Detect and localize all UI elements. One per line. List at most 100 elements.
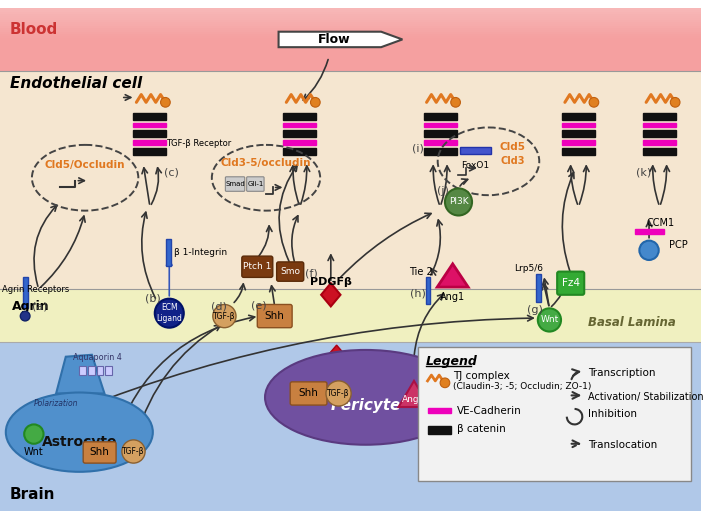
- Text: Smad: Smad: [225, 181, 245, 186]
- Circle shape: [671, 98, 680, 107]
- Text: TGF-β Receptor: TGF-β Receptor: [166, 140, 231, 148]
- Bar: [133, 148, 166, 155]
- Bar: [0, 24, 701, 26]
- Ellipse shape: [6, 392, 153, 472]
- Text: Ptch 1: Ptch 1: [243, 262, 271, 271]
- Bar: [0, 15, 701, 16]
- Bar: [0, 30, 701, 32]
- Bar: [283, 113, 316, 120]
- Text: Transcription: Transcription: [588, 368, 655, 378]
- Text: Agrin Receptors: Agrin Receptors: [2, 284, 69, 294]
- Bar: [79, 366, 86, 375]
- Text: Shh: Shh: [90, 447, 109, 457]
- Circle shape: [310, 98, 320, 107]
- Text: (b): (b): [145, 294, 161, 304]
- FancyBboxPatch shape: [225, 177, 245, 192]
- Bar: [0, 20, 701, 22]
- Bar: [133, 122, 166, 128]
- Bar: [0, 26, 701, 28]
- Bar: [562, 122, 595, 128]
- Text: Shh: Shh: [265, 311, 285, 321]
- Text: Legend: Legend: [426, 355, 478, 368]
- Text: Cld5/Occludin: Cld5/Occludin: [45, 160, 125, 170]
- FancyBboxPatch shape: [83, 442, 116, 463]
- Text: β 1-Integrin: β 1-Integrin: [174, 248, 227, 257]
- Bar: [96, 366, 104, 375]
- Polygon shape: [56, 355, 104, 393]
- Bar: [0, 289, 701, 342]
- Text: (h): (h): [410, 289, 426, 299]
- Circle shape: [160, 98, 170, 107]
- FancyBboxPatch shape: [242, 256, 273, 277]
- Text: TGF-β: TGF-β: [327, 389, 349, 398]
- Circle shape: [445, 188, 472, 215]
- Bar: [423, 130, 457, 137]
- Text: (a): (a): [32, 302, 48, 311]
- Text: Cld3: Cld3: [500, 156, 525, 166]
- Text: Endothelial cell: Endothelial cell: [9, 76, 142, 91]
- Bar: [562, 113, 595, 120]
- FancyBboxPatch shape: [247, 177, 264, 192]
- Bar: [283, 140, 316, 145]
- Text: CCM1: CCM1: [647, 218, 675, 228]
- Text: FoxO1: FoxO1: [461, 161, 489, 170]
- Bar: [423, 122, 457, 128]
- Circle shape: [24, 425, 44, 444]
- Bar: [283, 130, 316, 137]
- Text: Agrin: Agrin: [12, 300, 49, 313]
- Bar: [23, 277, 28, 308]
- Bar: [0, 72, 701, 289]
- Bar: [88, 366, 95, 375]
- Text: Gli-1: Gli-1: [247, 181, 264, 186]
- Bar: [562, 140, 595, 145]
- Bar: [423, 140, 457, 145]
- Bar: [643, 122, 676, 128]
- Bar: [105, 366, 112, 375]
- Text: Shh: Shh: [299, 388, 318, 399]
- Bar: [643, 140, 676, 145]
- Bar: [562, 148, 595, 155]
- Text: Pericyte: Pericyte: [331, 398, 401, 413]
- Text: Brain: Brain: [9, 487, 55, 502]
- Circle shape: [451, 98, 460, 107]
- Bar: [428, 426, 451, 434]
- Text: Smo: Smo: [280, 267, 300, 276]
- Bar: [0, 36, 701, 37]
- Text: (g): (g): [527, 305, 543, 315]
- Bar: [423, 148, 457, 155]
- Circle shape: [213, 305, 236, 327]
- Bar: [536, 275, 541, 302]
- Text: Tie 2: Tie 2: [409, 267, 433, 277]
- Circle shape: [122, 440, 145, 463]
- Text: (e): (e): [252, 301, 267, 310]
- Text: (k): (k): [636, 168, 651, 178]
- Text: TJ complex: TJ complex: [452, 371, 510, 381]
- Circle shape: [326, 381, 351, 406]
- Bar: [643, 148, 676, 155]
- Bar: [133, 140, 166, 145]
- Bar: [0, 10, 701, 12]
- Bar: [643, 113, 676, 120]
- Bar: [562, 130, 595, 137]
- Bar: [643, 130, 676, 137]
- Text: (c): (c): [165, 168, 179, 178]
- Ellipse shape: [265, 350, 466, 445]
- Bar: [0, 34, 701, 36]
- Text: Fz4: Fz4: [562, 278, 580, 288]
- Circle shape: [589, 98, 599, 107]
- Text: β catenin: β catenin: [457, 425, 505, 434]
- Text: Ang1: Ang1: [440, 292, 465, 302]
- Bar: [634, 229, 663, 234]
- Text: Ang1: Ang1: [402, 395, 426, 404]
- Circle shape: [538, 308, 561, 332]
- FancyBboxPatch shape: [290, 382, 327, 405]
- Bar: [0, 32, 701, 34]
- Bar: [0, 342, 701, 511]
- Polygon shape: [437, 264, 468, 287]
- Text: Lrp5/6: Lrp5/6: [513, 264, 542, 273]
- Text: Cld3-5/occludin: Cld3-5/occludin: [220, 158, 311, 168]
- Text: ECM
Ligand: ECM Ligand: [157, 304, 182, 323]
- Text: Flow: Flow: [318, 33, 351, 46]
- Bar: [0, 28, 701, 30]
- Bar: [423, 113, 457, 120]
